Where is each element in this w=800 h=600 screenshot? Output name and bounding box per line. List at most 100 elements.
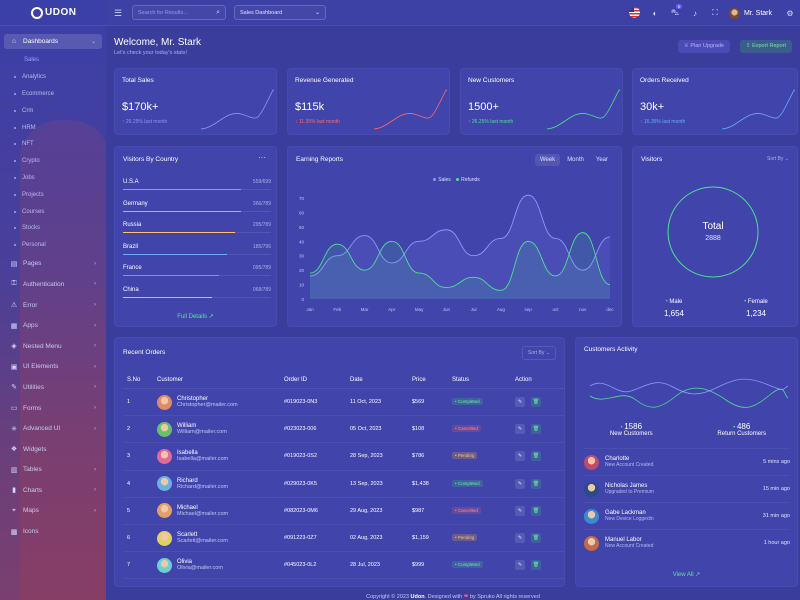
sparkline-path bbox=[721, 89, 796, 130]
status-dot-icon: • bbox=[455, 453, 458, 459]
edit-icon[interactable]: ✎ bbox=[515, 424, 525, 435]
full-details-link[interactable]: Full Details ↗ bbox=[115, 313, 276, 320]
sidebar-item-error[interactable]: ⚠ Error › bbox=[4, 295, 102, 316]
arrow-up-icon: ↑ bbox=[468, 119, 472, 125]
sort-by-dropdown[interactable]: Sort By ⌄ bbox=[767, 156, 789, 162]
tab-year[interactable]: Year bbox=[595, 157, 608, 163]
activity-item[interactable]: Charlotte New Account Created 5 mins ago bbox=[584, 448, 790, 475]
orders-table: S.No Customer Order ID Date Price Status… bbox=[123, 372, 565, 580]
sidebar-item-tables[interactable]: ▥ Tables › bbox=[4, 460, 102, 481]
delete-icon[interactable]: 🗑︎ bbox=[531, 533, 541, 544]
edit-icon[interactable]: ✎ bbox=[515, 451, 525, 462]
edit-icon[interactable]: ✎ bbox=[515, 533, 525, 544]
sidebar-subitem-sales[interactable]: Sales bbox=[4, 52, 102, 69]
edit-icon[interactable]: ✎ bbox=[515, 505, 525, 516]
bullet-icon bbox=[14, 109, 16, 112]
table-row[interactable]: 3 Isabella Isabella@mailer.com #019023-0S2 2… bbox=[123, 443, 565, 471]
sidebar-item-utilities[interactable]: ✎ Utilities › bbox=[4, 377, 102, 398]
sort-by-dropdown[interactable]: Sort By ⌄ bbox=[522, 346, 556, 360]
search-input[interactable]: Search for Results... ⌕ bbox=[132, 5, 226, 20]
table-row[interactable]: 6 Scarlett Scarlett@mailer.com #091223-0Z7 0… bbox=[123, 525, 565, 553]
sidebar-item-dashboards[interactable]: ⌂ Dashboards ⌄ bbox=[4, 34, 102, 49]
avatar bbox=[157, 476, 172, 492]
sidebar-item-ui-elements[interactable]: ▣ UI Elements › bbox=[4, 357, 102, 378]
sidebar-item-maps[interactable]: ⌖ Maps › bbox=[4, 501, 102, 522]
sidebar-subitem-personal[interactable]: Personal bbox=[4, 237, 102, 254]
theme-toggle-icon[interactable]: ◐ bbox=[652, 8, 658, 18]
customer-info: Richard Richard@mailer.com bbox=[177, 478, 228, 490]
table-row[interactable]: 5 Michael Michael@mailer.com #082023-0M6 29 … bbox=[123, 498, 565, 525]
warning-icon: ⚠ bbox=[10, 302, 18, 310]
table-row[interactable]: 1 Christopher Christopher@mailer.com #01902… bbox=[123, 389, 565, 417]
delete-icon[interactable]: 🗑︎ bbox=[531, 478, 541, 489]
edit-icon[interactable]: ✎ bbox=[515, 478, 525, 489]
cell-price: $987 bbox=[412, 507, 425, 514]
activity-time: 5 mins ago bbox=[763, 459, 790, 465]
tab-week[interactable]: Week bbox=[534, 154, 561, 166]
fullscreen-icon[interactable]: ⛶ bbox=[712, 8, 718, 17]
bell-icon[interactable]: ♪ bbox=[692, 8, 697, 18]
delete-icon[interactable]: 🗑︎ bbox=[531, 505, 541, 516]
export-report-button[interactable]: ⇪ Export Report bbox=[739, 40, 792, 53]
delete-icon[interactable]: 🗑︎ bbox=[531, 397, 541, 408]
sidebar-subitem-nft[interactable]: NFT bbox=[4, 136, 102, 153]
x-tick-label: Feb bbox=[333, 307, 341, 312]
delete-icon[interactable]: 🗑︎ bbox=[531, 560, 541, 571]
status-dot-icon: • bbox=[455, 535, 458, 541]
customer-name: Scarlett bbox=[177, 532, 198, 539]
stat-change: ↑ 26.25% last month bbox=[468, 119, 513, 125]
sidebar-item-label: Error bbox=[23, 301, 38, 309]
user-menu[interactable]: Mr. Stark bbox=[725, 7, 780, 19]
footer-copyright: Copyright © 2023 bbox=[366, 594, 409, 600]
col-date: Date bbox=[350, 377, 363, 383]
edit-icon[interactable]: ✎ bbox=[515, 560, 525, 571]
chart-legend: Sales Refunds bbox=[288, 177, 621, 183]
sidebar-item-widgets[interactable]: ❖ Widgets bbox=[4, 439, 102, 460]
sidebar-subitem-crypto[interactable]: Crypto bbox=[4, 153, 102, 170]
stat-change-value: 26.25% last month bbox=[471, 119, 514, 125]
sidebar-item-apps[interactable]: ▦ Apps › bbox=[4, 315, 102, 336]
activity-item[interactable]: Gabe Lackman New Device Loggedin 31 min ag… bbox=[584, 502, 790, 529]
sidebar-item-icons[interactable]: ▩ Icons bbox=[4, 521, 102, 542]
sidebar-item-authentication[interactable]: ⚿ Authentication › bbox=[4, 274, 102, 295]
sidebar-item-forms[interactable]: ▭ Forms › bbox=[4, 398, 102, 419]
delete-icon[interactable]: 🗑︎ bbox=[531, 451, 541, 462]
activity-item[interactable]: Manuel Labor New Account Created 1 hour ag… bbox=[584, 529, 790, 556]
sidebar-item-pages[interactable]: ▤ Pages › bbox=[4, 254, 102, 275]
table-row[interactable]: 4 Richard Richard@mailer.com #029023-0K5 13 … bbox=[123, 471, 565, 498]
delete-icon[interactable]: 🗑︎ bbox=[531, 424, 541, 435]
external-link-icon: ↗ bbox=[208, 314, 214, 320]
view-all-link[interactable]: View All ↗ bbox=[576, 571, 797, 578]
table-row[interactable]: 2 William William@mailer.com #023023-006 05 … bbox=[123, 416, 565, 444]
sidebar-item-charts[interactable]: ▮ Charts › bbox=[4, 480, 102, 501]
cart-icon[interactable]: ⛍ 5 bbox=[670, 4, 682, 17]
sidebar-subitem-courses[interactable]: Courses bbox=[4, 203, 102, 220]
footer-brand[interactable]: Udon bbox=[410, 594, 425, 600]
settings-gear-icon[interactable]: ⚙ bbox=[786, 8, 794, 18]
sidebar-subitem-hrm[interactable]: HRM bbox=[4, 119, 102, 136]
customer-info: Scarlett Scarlett@mailer.com bbox=[177, 532, 228, 544]
tab-month[interactable]: Month bbox=[567, 157, 584, 163]
female-dot-icon: • bbox=[744, 299, 748, 305]
plan-upgrade-button[interactable]: ♕ Plan Upgrade bbox=[677, 40, 730, 53]
logo[interactable]: UDON bbox=[0, 0, 106, 26]
sidebar-item-advanced-ui[interactable]: ✳ Advanced UI › bbox=[4, 418, 102, 439]
more-options-icon[interactable]: ··· bbox=[258, 153, 266, 162]
sidebar-item-label: Maps bbox=[23, 507, 39, 515]
sidebar-subitem-jobs[interactable]: Jobs bbox=[4, 170, 102, 187]
language-flag-icon[interactable] bbox=[625, 6, 645, 20]
dashboard-select[interactable]: Sales Dashboard ⌄ bbox=[234, 5, 326, 20]
sidebar-subitem-crm[interactable]: Crm bbox=[4, 102, 102, 119]
sidebar-subitem-analytics[interactable]: Analytics bbox=[4, 69, 102, 86]
hamburger-menu-icon[interactable]: ☰ bbox=[114, 8, 123, 18]
table-row[interactable]: 7 Olivia Olivia@mailer.com #045023-0L2 28 Ju… bbox=[123, 552, 565, 580]
sidebar-subitem-stocks[interactable]: Stocks bbox=[4, 220, 102, 237]
cell-price: $108 bbox=[412, 426, 425, 433]
edit-icon[interactable]: ✎ bbox=[515, 397, 525, 408]
sidebar-subitem-projects[interactable]: Projects bbox=[4, 186, 102, 203]
search-icon[interactable]: ⌕ bbox=[216, 9, 220, 16]
activity-item[interactable]: Nicholas James Upgraded to Premium 15 min … bbox=[584, 475, 790, 502]
sidebar-subitem-ecommerce[interactable]: Ecommerce bbox=[4, 86, 102, 103]
avatar bbox=[157, 557, 172, 573]
sidebar-item-nested-menu[interactable]: ◈ Nested Menu › bbox=[4, 336, 102, 357]
